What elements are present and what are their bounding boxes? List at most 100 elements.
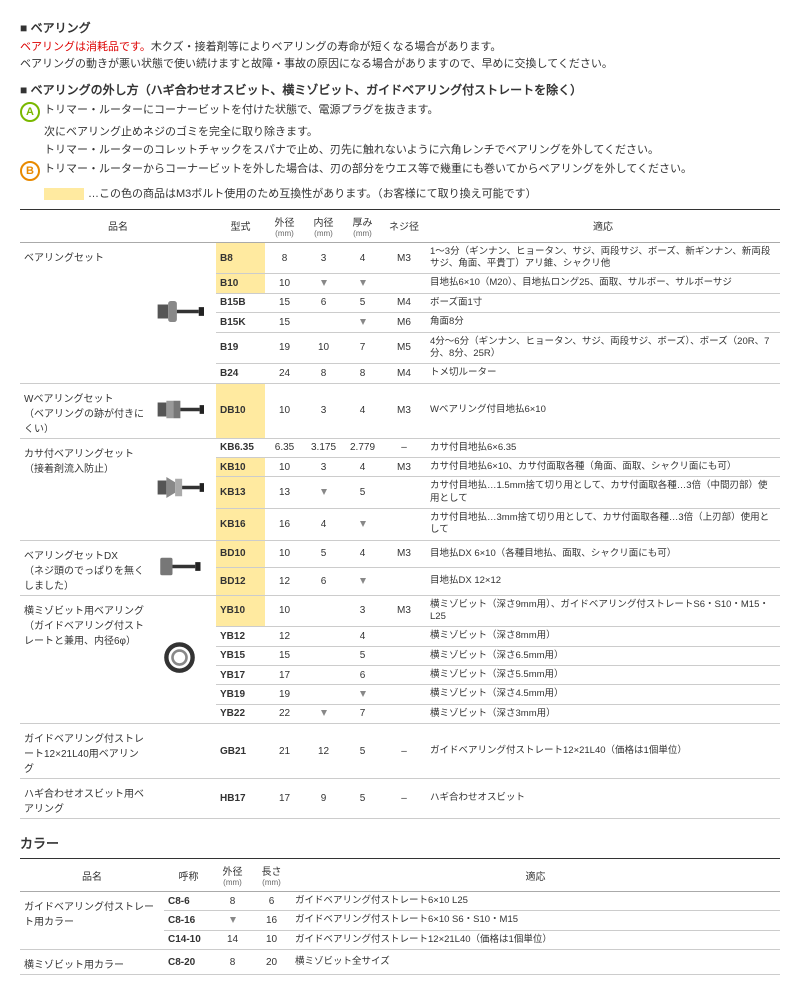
collar-header-row: 品名 呼称 外径(mm) 長さ(mm) 適応 bbox=[20, 859, 780, 892]
inner-cell: 9 bbox=[304, 779, 343, 819]
thick-cell: 4 bbox=[343, 540, 382, 568]
step-a: A トリマー・ルーターにコーナービットを付けた状態で、電源プラグを抜きます。 bbox=[20, 102, 780, 122]
circle-b-icon: B bbox=[20, 161, 40, 181]
bearing-image-cell bbox=[148, 779, 216, 819]
app-cell: 横ミゾビット（深さ4.5mm用） bbox=[426, 685, 780, 704]
outer-cell: 17 bbox=[265, 665, 304, 684]
outer-cell: 24 bbox=[265, 364, 304, 383]
app-cell: 横ミゾビット（深さ8mm用） bbox=[426, 627, 780, 646]
model-cell: KB10 bbox=[216, 457, 265, 476]
table-row: ガイドベアリング付ストレート12×21L40用ベアリングGB2121125–ガイ… bbox=[20, 724, 780, 779]
model-cell: KB6.35 bbox=[216, 438, 265, 457]
app-cell: 1～3分（ギンナン、ヒョータン、サジ、両段サジ、ボーズ、新ギンナン、新両段サジ、… bbox=[426, 242, 780, 274]
inner-cell: 8 bbox=[304, 364, 343, 383]
th-screw: ネジ径 bbox=[382, 209, 426, 242]
collar-len: 10 bbox=[252, 930, 291, 949]
th-name: 品名 bbox=[20, 209, 216, 242]
inner-cell: 10 bbox=[304, 332, 343, 364]
app-cell: 目地払6×10（M20）、目地払ロング25、面取、サルボー、サルボーサジ bbox=[426, 274, 780, 293]
app-cell: 横ミゾビット（深さ9mm用）、ガイドベアリング付ストレートS6・S10・M15・… bbox=[426, 595, 780, 627]
thick-cell bbox=[343, 508, 382, 540]
outer-cell: 12 bbox=[265, 568, 304, 596]
outer-cell: 12 bbox=[265, 627, 304, 646]
model-cell: BD12 bbox=[216, 568, 265, 596]
outer-cell: 10 bbox=[265, 383, 304, 438]
model-cell: KB16 bbox=[216, 508, 265, 540]
group-name-cell: ベアリングセット bbox=[20, 242, 148, 383]
thick-cell: 5 bbox=[343, 646, 382, 665]
collar-table: 品名 呼称 外径(mm) 長さ(mm) 適応 ガイドベアリング付ストレート用カラ… bbox=[20, 858, 780, 975]
collar-title: カラー bbox=[20, 833, 780, 852]
app-cell: 横ミゾビット（深さ3mm用） bbox=[426, 704, 780, 723]
inner-cell bbox=[304, 627, 343, 646]
model-cell: B19 bbox=[216, 332, 265, 364]
group-name-cell: ガイドベアリング付ストレート12×21L40用ベアリング bbox=[20, 724, 148, 779]
collar-outer bbox=[213, 911, 252, 930]
table-row: ベアリングセットDX（ネジ頭のでっぱりを無くしました）BD101054M3目地払… bbox=[20, 540, 780, 568]
table-row: ガイドベアリング付ストレート用カラーC8-686ガイドベアリング付ストレート6×… bbox=[20, 892, 780, 911]
legend-text: …この色の商品はM3ボルト使用のため互換性があります。（お客様にて取り換え可能で… bbox=[88, 188, 537, 200]
section-title: ベアリング bbox=[20, 19, 780, 36]
th-app: 適応 bbox=[426, 209, 780, 242]
thick-cell: 3 bbox=[343, 595, 382, 627]
app-cell: 目地払DX 12×12 bbox=[426, 568, 780, 596]
inner-cell: 3 bbox=[304, 457, 343, 476]
step-b: B トリマー・ルーターからコーナービットを外した場合は、刃の部分をウエス等で幾重… bbox=[20, 161, 780, 181]
thick-cell bbox=[343, 568, 382, 596]
outer-cell: 15 bbox=[265, 293, 304, 312]
outer-cell: 17 bbox=[265, 779, 304, 819]
app-cell: ガイドベアリング付ストレート12×21L40（価格は1個単位） bbox=[426, 724, 780, 779]
thick-cell bbox=[343, 685, 382, 704]
table-row: 横ミゾビット用カラーC8-20820横ミゾビット全サイズ bbox=[20, 950, 780, 975]
model-cell: B8 bbox=[216, 242, 265, 274]
bearing-image-cell bbox=[148, 540, 216, 595]
app-cell: カサ付目地払6×10、カサ付面取各種（角面、面取、シャクリ面にも可） bbox=[426, 457, 780, 476]
inner-cell bbox=[304, 313, 343, 332]
thick-cell bbox=[343, 313, 382, 332]
screw-cell bbox=[382, 665, 426, 684]
group-name-cell: Wベアリングセット（ベアリングの跡が付きにくい） bbox=[20, 383, 148, 438]
collar-outer: 8 bbox=[213, 950, 252, 975]
thick-cell: 4 bbox=[343, 457, 382, 476]
collar-model: C8-16 bbox=[164, 911, 213, 930]
inner-cell: 3 bbox=[304, 242, 343, 274]
outer-cell: 10 bbox=[265, 540, 304, 568]
bearing-image-cell bbox=[148, 724, 216, 779]
inner-cell: 4 bbox=[304, 508, 343, 540]
collar-app: ガイドベアリング付ストレート6×10 L25 bbox=[291, 892, 780, 911]
thick-cell: 7 bbox=[343, 332, 382, 364]
table-row: ベアリングセットB8834M31～3分（ギンナン、ヒョータン、サジ、両段サジ、ボ… bbox=[20, 242, 780, 274]
app-cell: ボーズ面1寸 bbox=[426, 293, 780, 312]
group-name-cell: ハギ合わせオスビット用ベアリング bbox=[20, 779, 148, 819]
collar-name-cell: ガイドベアリング付ストレート用カラー bbox=[20, 892, 164, 950]
app-cell: 目地払DX 6×10（各種目地払、面取、シャクリ面にも可） bbox=[426, 540, 780, 568]
screw-cell bbox=[382, 508, 426, 540]
screw-cell: M3 bbox=[382, 383, 426, 438]
model-cell: BD10 bbox=[216, 540, 265, 568]
inner-cell: 3 bbox=[304, 383, 343, 438]
outer-cell: 10 bbox=[265, 595, 304, 627]
inner-cell: 5 bbox=[304, 540, 343, 568]
model-cell: YB17 bbox=[216, 665, 265, 684]
screw-cell: M4 bbox=[382, 293, 426, 312]
screw-cell: – bbox=[382, 438, 426, 457]
model-cell: GB21 bbox=[216, 724, 265, 779]
thick-cell: 4 bbox=[343, 242, 382, 274]
outer-cell: 15 bbox=[265, 646, 304, 665]
thick-cell: 5 bbox=[343, 293, 382, 312]
collar-model: C14-10 bbox=[164, 930, 213, 949]
legend: …この色の商品はM3ボルト使用のため互換性があります。（お客様にて取り換え可能で… bbox=[44, 185, 780, 201]
collar-len: 16 bbox=[252, 911, 291, 930]
bearing-table: 品名 型式 外径(mm) 内径(mm) 厚み(mm) ネジ径 適応 ベアリングセ… bbox=[20, 209, 780, 819]
screw-cell: M3 bbox=[382, 457, 426, 476]
outer-cell: 15 bbox=[265, 313, 304, 332]
app-cell: カサ付目地払6×6.35 bbox=[426, 438, 780, 457]
inner-cell bbox=[304, 646, 343, 665]
th-c-outer: 外径(mm) bbox=[213, 859, 252, 892]
circle-a-icon: A bbox=[20, 102, 40, 122]
warning-line: ベアリングは消耗品です。木クズ・接着剤等によりベアリングの寿命が短くなる場合があ… bbox=[20, 40, 780, 55]
app-cell: 角面8分 bbox=[426, 313, 780, 332]
group-name-cell: 横ミゾビット用ベアリング（ガイドベアリング付ストレートと兼用、内径6φ） bbox=[20, 595, 148, 723]
th-thick: 厚み(mm) bbox=[343, 209, 382, 242]
inner-cell bbox=[304, 274, 343, 293]
